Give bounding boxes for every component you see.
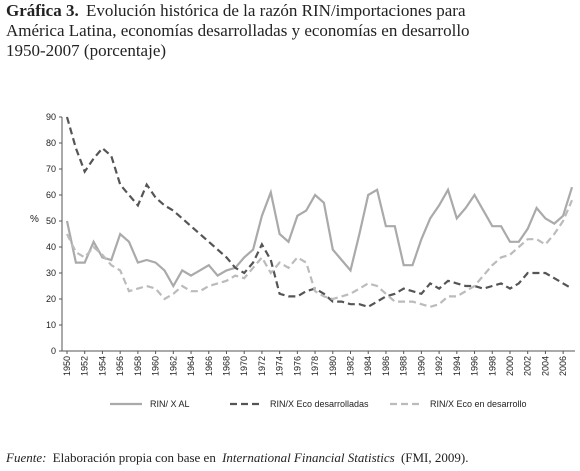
x-tick-label: 1992 — [434, 356, 444, 376]
source-text: Elaboración propia con base en — [53, 450, 217, 465]
x-tick-label: 1954 — [97, 356, 107, 376]
legend-label: RIN/X Eco en desarrollo — [430, 399, 527, 409]
y-tick-label: 0 — [51, 346, 56, 356]
y-tick-label: 50 — [46, 216, 56, 226]
source-text: International Financial Statistics — [221, 450, 395, 465]
x-tick-label: 1956 — [115, 356, 125, 376]
x-tick-label: 1952 — [80, 356, 90, 376]
x-tick-label: 1982 — [346, 356, 356, 376]
x-tick-label: 1950 — [62, 356, 72, 376]
x-tick-label: 1976 — [292, 356, 302, 376]
x-tick-label: 1978 — [310, 356, 320, 376]
x-tick-label: 1984 — [363, 356, 373, 376]
y-tick-label: 30 — [46, 268, 56, 278]
chart-title: Gráfica 3. Evolución histórica de la raz… — [6, 1, 474, 60]
title-label: Gráfica 3. — [6, 1, 79, 20]
y-tick-label: 60 — [46, 190, 56, 200]
x-tick-label: 1972 — [257, 356, 267, 376]
y-tick-label: 20 — [46, 294, 56, 304]
x-tick-label: 1988 — [399, 356, 409, 376]
x-tick-label: 1970 — [239, 356, 249, 376]
title-line: 1950-2007 (porcentaje) — [6, 41, 166, 60]
x-tick-label: 2004 — [540, 356, 550, 376]
x-tick-label: 1980 — [328, 356, 338, 376]
x-tick-label: 2002 — [523, 356, 533, 376]
x-tick-label: 2000 — [505, 356, 515, 376]
y-tick-label: 10 — [46, 320, 56, 330]
series-line — [65, 186, 574, 289]
x-tick-label: 1994 — [452, 356, 462, 376]
series-line — [66, 199, 574, 308]
x-tick-label: 1986 — [381, 356, 391, 376]
x-tick-label: 1962 — [168, 356, 178, 376]
x-tick-label: 1958 — [133, 356, 143, 376]
x-tick-label: 1990 — [416, 356, 426, 376]
source-text: (FMI, 2009). — [401, 450, 469, 465]
y-axis-label: % — [30, 214, 39, 225]
x-tick-label: 1998 — [487, 356, 497, 376]
x-tick-label: 1968 — [221, 356, 231, 376]
source-note: Fuente: Elaboración propia con base en I… — [5, 450, 468, 465]
x-tick-label: 1966 — [204, 356, 214, 376]
x-tick-label: 1974 — [275, 356, 285, 376]
x-tick-label: 2006 — [558, 356, 568, 376]
y-tick-label: 90 — [46, 112, 56, 122]
x-tick-label: 1996 — [470, 356, 480, 376]
legend-label: RIN/X Eco desarrolladas — [270, 399, 369, 409]
y-tick-label: 70 — [46, 164, 56, 174]
y-tick-label: 40 — [46, 242, 56, 252]
title-line: América Latina, economías desarrolladas … — [6, 21, 470, 40]
x-tick-label: 1960 — [151, 356, 161, 376]
series-line — [65, 116, 573, 308]
y-tick-label: 80 — [46, 138, 56, 148]
x-tick-label: 1964 — [186, 356, 196, 376]
source-label: Fuente: — [5, 450, 46, 465]
legend-label: RIN/ X AL — [150, 399, 190, 409]
title-line: Evolución histórica de la razón RIN/impo… — [86, 1, 466, 20]
